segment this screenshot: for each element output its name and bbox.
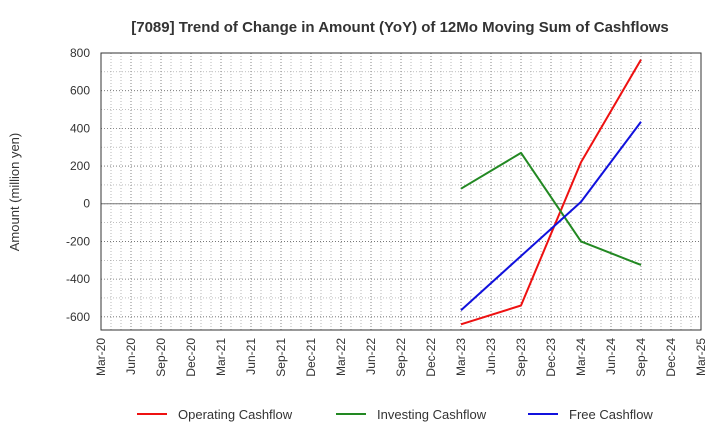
- legend-label: Free Cashflow: [569, 407, 653, 422]
- x-tick-label: Jun-24: [604, 338, 618, 375]
- series-line-free-cashflow: [460, 121, 642, 311]
- x-tick-label: Dec-22: [424, 338, 438, 377]
- x-tick-label: Dec-21: [304, 338, 318, 377]
- x-tick-label: Mar-24: [574, 338, 588, 376]
- plot-area: [100, 52, 702, 331]
- y-tick-labels: 800 600 400 200 0 -200 -400 -600: [66, 46, 90, 324]
- x-tick-label: Mar-20: [94, 338, 108, 376]
- x-tick-labels: Mar-20 Jun-20 Sep-20 Dec-20 Mar-21 Jun-21 Sep-…: [94, 338, 708, 377]
- x-tick-label: Mar-25: [694, 338, 708, 376]
- x-tick-label: Sep-22: [394, 338, 408, 377]
- y-tick-label: 800: [70, 46, 90, 60]
- x-tick-label: Sep-24: [634, 338, 648, 377]
- y-tick-label: -200: [66, 234, 90, 248]
- x-tick-label: Dec-20: [184, 338, 198, 377]
- y-tick-label: 400: [70, 121, 90, 135]
- legend-label: Investing Cashflow: [377, 407, 487, 422]
- x-tick-label: Mar-22: [334, 338, 348, 376]
- x-tick-label: Jun-21: [244, 338, 258, 375]
- legend: Operating Cashflow Investing Cashflow Free…: [137, 407, 653, 422]
- y-tick-label: -600: [66, 310, 90, 324]
- x-tick-label: Jun-22: [364, 338, 378, 375]
- x-tick-label: Dec-24: [664, 338, 678, 377]
- x-tick-label: Sep-21: [274, 338, 288, 377]
- y-tick-label: 0: [83, 197, 90, 211]
- x-tick-label: Sep-20: [154, 338, 168, 377]
- legend-label: Operating Cashflow: [178, 407, 293, 422]
- series-line-investing-cashflow: [460, 151, 642, 266]
- grid: [100, 52, 702, 330]
- y-tick-label: 200: [70, 159, 90, 173]
- chart-title: [7089] Trend of Change in Amount (YoY) o…: [131, 19, 669, 36]
- y-tick-label: -400: [66, 272, 90, 286]
- x-tick-label: Jun-23: [484, 338, 498, 375]
- x-tick-label: Jun-20: [124, 338, 138, 375]
- x-tick-label: Sep-23: [514, 338, 528, 377]
- x-tick-label: Mar-21: [214, 338, 228, 376]
- y-axis-label: Amount (million yen): [7, 133, 22, 252]
- series-layer: [460, 59, 642, 326]
- y-tick-label: 600: [70, 84, 90, 98]
- series-line-operating-cashflow: [460, 59, 642, 326]
- x-tick-label: Mar-23: [454, 338, 468, 376]
- x-tick-label: Dec-23: [544, 338, 558, 377]
